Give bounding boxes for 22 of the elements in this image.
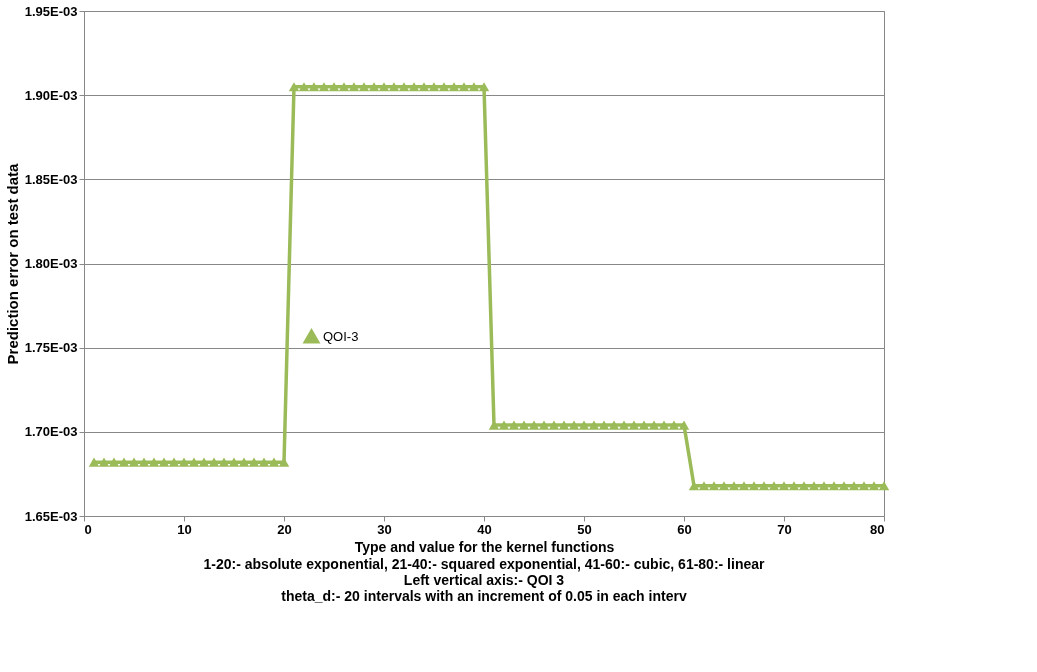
- x-tick-label: 30: [377, 521, 392, 537]
- y-tick-label: 1.85E-03: [24, 171, 78, 187]
- y-tick-label: 1.80E-03: [24, 256, 78, 271]
- x-tick-label: 10: [177, 521, 192, 537]
- x-tick-label: 0: [84, 521, 92, 537]
- x-tick-label: 20: [277, 521, 292, 537]
- x-tick-label: 60: [677, 521, 692, 537]
- y-tick-label: 1.95E-03: [24, 3, 78, 19]
- text: 1-20:- absolute exponential, 21-40:- squared exponential, 41-60:- cubic, 61-80:- linear: [203, 556, 766, 572]
- x-tick-label: 80: [870, 521, 885, 537]
- y-tick-label: 1.65E-03: [24, 508, 78, 524]
- y-axis-title: Prediction error on test data: [3, 162, 21, 365]
- x-tick-label: 50: [577, 521, 592, 537]
- text: Left vertical axis:- QOI 3: [403, 572, 565, 588]
- legend-label: QOI-3: [323, 328, 359, 344]
- y-tick-label: 1.90E-03: [24, 87, 78, 103]
- text: theta_d:- 20 intervals with an increment of 0.05 in each interv: [281, 588, 687, 604]
- y-tick-label: 1.75E-03: [24, 340, 78, 356]
- y-tick-label: 1.70E-03: [24, 424, 78, 440]
- x-axis-title: Type and value for the kernel functions: [354, 538, 615, 555]
- x-tick-label: 40: [477, 521, 492, 537]
- x-tick-label: 70: [777, 521, 792, 537]
